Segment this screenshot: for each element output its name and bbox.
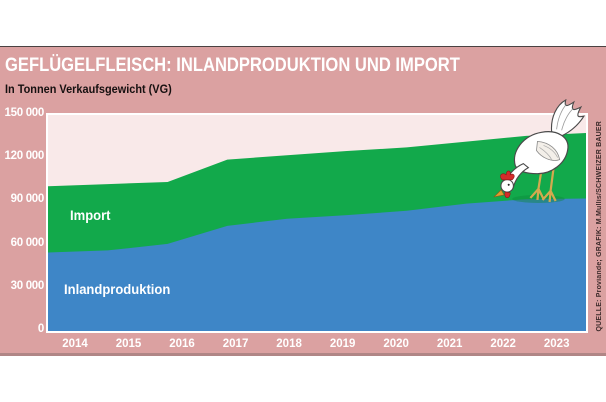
x-tick-label: 2023 [543,338,570,350]
x-tick-label: 2020 [383,338,409,350]
infographic-panel: GEFLÜGELFLEISCH: INLANDPRODUKTION UND IM… [0,46,606,356]
series-label-inlandproduktion: Inlandproduktion [64,281,171,297]
chicken-tail [550,99,586,138]
y-tick-label: 30 000 [10,279,45,292]
wing-detail [539,145,558,160]
y-tick-label: 90 000 [10,193,45,206]
chicken-icon [493,99,586,203]
stacked-area-chart [48,115,586,331]
x-tick-label: 2018 [276,338,302,350]
chicken-beak [493,189,505,198]
page-title-text: GEFLÜGELFLEISCH: INLANDPRODUKTION UND IM… [5,54,460,76]
page-title: GEFLÜGELFLEISCH: INLANDPRODUKTION UND IM… [5,54,540,77]
x-tick-label: 2022 [490,338,516,350]
chicken-head [500,179,514,193]
credit-text: QUELLE: Proviande; GRAFIK: M.Mullis/SCHW… [596,120,603,331]
series-label-import: Import [70,207,111,223]
plot-area: Import Inlandproduktion [46,113,588,333]
chicken-legs [529,167,557,203]
chicken-wattle [504,191,511,198]
chart-subtitle: In Tonnen Verkaufsgewicht (VG) [5,84,181,96]
x-tick-label: 2017 [222,338,249,350]
y-tick-label: 150 000 [4,107,45,119]
chicken-eye [507,183,510,186]
tail-detail [556,103,575,131]
area-inlandproduktion [48,198,586,331]
y-tick-label: 120 000 [4,150,45,163]
x-tick-label: 2015 [115,338,142,350]
x-tick-label: 2014 [62,338,88,350]
x-tick-label: 2019 [329,338,356,350]
x-tick-label: 2021 [436,338,463,350]
chicken-wing [536,140,561,161]
x-tick-label: 2016 [169,338,195,350]
chicken-comb [500,170,515,181]
y-tick-label: 0 [37,323,44,335]
chart-subtitle-text: In Tonnen Verkaufsgewicht (VG) [5,84,172,96]
y-tick-label: 60 000 [10,236,45,249]
